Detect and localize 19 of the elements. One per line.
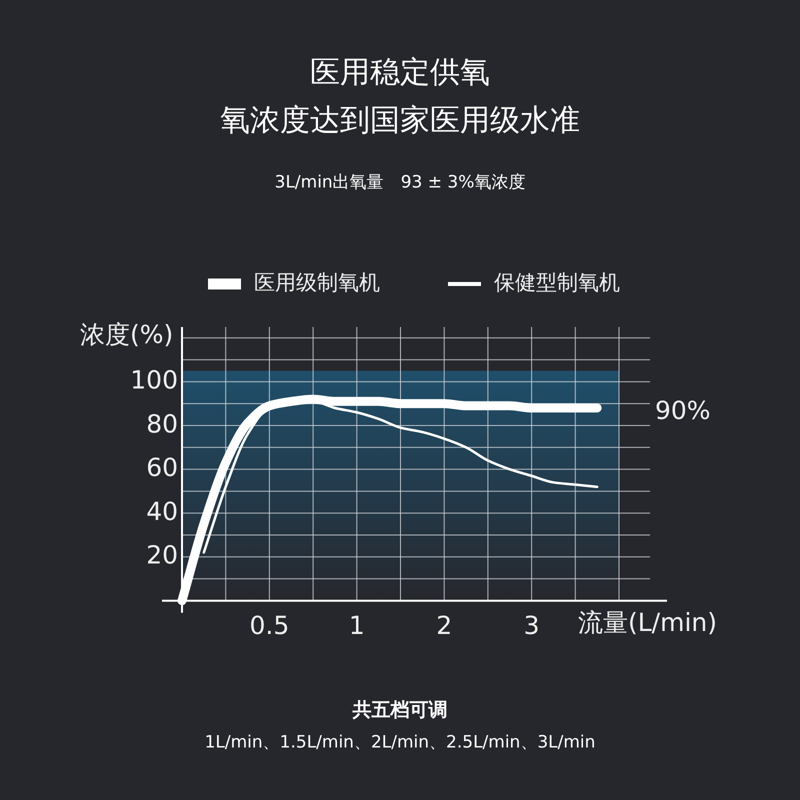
text: 共五档可调: [352, 699, 448, 722]
x-tick-label: 3: [524, 610, 540, 640]
x-tick-label: 0.5: [250, 610, 290, 640]
chart-title: 医用稳定供氧: [310, 55, 490, 90]
y-axis-title: 浓度(%): [80, 320, 174, 349]
text: 1L/min、1.5L/min、2L/min、2.5L/min、3L/min: [204, 732, 596, 753]
x-tick-label: 2: [436, 610, 452, 640]
y-tick-label: 80: [146, 409, 178, 438]
x-tick-label: 1: [348, 610, 365, 640]
text: 90%: [655, 396, 711, 425]
legend-label: 医用级制氧机: [254, 270, 380, 295]
y-tick-label: 60: [146, 453, 178, 482]
y-tick-label: 40: [146, 496, 178, 526]
x-axis-title: 流量(L/min): [578, 608, 718, 637]
y-tick-label: 20: [146, 540, 178, 570]
legend-label: 保健型制氧机: [494, 270, 620, 295]
chart-subtitle: 氧浓度达到国家医用级水准: [220, 103, 580, 138]
text: 3L/min出氧量 93 ± 3%氧浓度: [274, 172, 526, 193]
y-tick-label: 100: [130, 366, 178, 395]
